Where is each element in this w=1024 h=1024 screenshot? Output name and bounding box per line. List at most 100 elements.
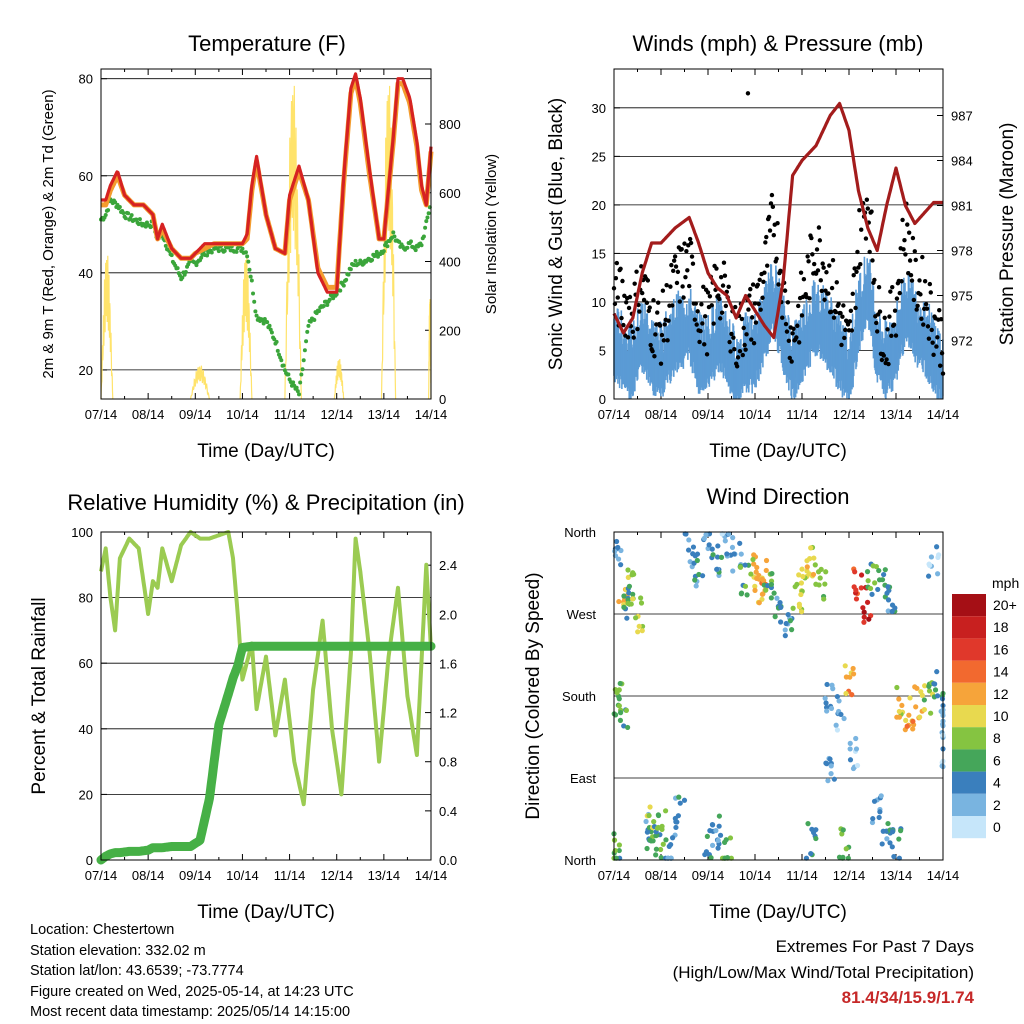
direction-point [854,762,861,769]
gust-point [921,322,926,327]
gust-point [746,307,751,312]
gust-point [818,278,823,283]
gust-point [842,335,847,341]
dewpoint-point [294,385,299,390]
direction-tick-label: North [564,525,596,540]
gust-point [809,235,814,241]
gust-point [632,281,637,286]
direction-point [714,554,721,560]
direction-point [838,711,844,718]
gust-point [826,291,831,296]
gust-point [704,352,710,357]
gust-point [869,209,874,214]
dewpoint-point [253,309,258,314]
x-tick-label: 10/14 [739,407,772,422]
y2-tick-label: 0.0 [439,853,457,868]
gust-point [884,357,889,362]
direction-point [870,563,876,569]
gust-point [830,258,836,263]
gust-point [801,276,807,282]
gust-point [737,348,743,354]
dewpoint-point [338,288,343,293]
gust-point [845,322,851,327]
x-tick-label: 07/14 [598,868,631,883]
y2-tick-label: 987 [951,109,973,124]
x-tick-label: 12/14 [833,868,866,883]
direction-point [811,555,817,561]
gust-point-max [745,91,751,96]
direction-point [668,841,674,848]
direction-point [663,837,669,843]
gust-point [769,192,775,198]
direction-point [889,602,896,608]
gust-point [731,335,736,340]
dewpoint-point [425,215,430,220]
direction-point [813,581,819,587]
gust-point [915,303,920,309]
dewpoint-point [106,208,111,213]
gust-point [908,272,914,278]
direction-point [898,828,904,834]
direction-point [877,809,883,815]
gust-point [675,269,681,275]
dewpoint-point [246,259,251,264]
gust-point [843,327,848,333]
direction-point [754,575,760,582]
gust-point [768,201,774,206]
gust-point [741,325,746,331]
x-tick-label: 07/14 [85,868,118,883]
direction-point [623,707,630,713]
direction-frame [613,531,944,861]
direction-point [858,585,864,591]
direction-point [615,544,621,551]
gust-point [859,227,864,232]
gust-point [929,327,934,333]
direction-point [621,723,627,729]
dewpoint-point [199,255,204,260]
direction-point [808,850,814,857]
direction-point [723,837,729,843]
x-tick-label: 11/14 [786,868,818,883]
direction-point [728,855,734,861]
direction-point [768,581,775,588]
x-tick-label: 10/14 [226,868,259,883]
direction-point [885,597,892,603]
direction-point [651,819,657,825]
extremes-values: 81.4/34/15.9/1.74 [841,988,974,1007]
gust-point [798,270,804,275]
gust-point [761,279,766,285]
direction-point [887,840,893,846]
direction-point [899,702,905,709]
gust-point [839,342,844,348]
gust-point [824,270,829,275]
gust-point [693,301,698,306]
direction-point [847,746,853,752]
dewpoint-point [331,296,336,301]
direction-point [896,696,902,702]
x-tick-label: 12/14 [833,407,866,422]
gust-point [666,318,671,323]
gust-point [644,300,650,305]
gust-point [791,326,796,331]
gust-point [914,307,919,312]
gust-point [924,306,930,311]
gust-point [651,298,656,303]
direction-point [752,583,758,589]
direction-point [785,611,791,618]
gust-point [702,342,707,347]
gust-point [894,296,900,301]
direction-point [612,548,618,554]
direction-point [913,704,919,710]
direction-point [616,696,622,702]
gust-point [870,258,875,263]
direction-point [778,619,784,625]
gust-point [727,339,732,345]
gust-point [872,277,877,283]
direction-point [836,698,842,704]
gust-point [934,344,939,349]
direction-point [928,710,934,716]
precip-line [96,641,436,865]
temp-9m-line [99,76,434,290]
direction-point [805,821,811,827]
direction-point [875,586,881,593]
